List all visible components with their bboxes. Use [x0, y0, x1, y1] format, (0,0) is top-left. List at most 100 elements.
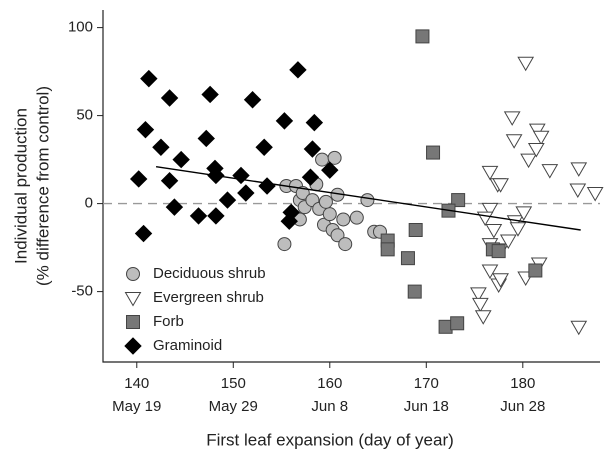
point — [586, 187, 604, 202]
point — [509, 222, 527, 237]
point — [515, 206, 533, 221]
legend-marker — [124, 337, 142, 355]
y-axis-label: Individual production — [11, 108, 30, 264]
legend-marker — [126, 315, 140, 329]
point — [426, 145, 441, 160]
point — [569, 183, 587, 199]
point — [289, 61, 307, 79]
point — [305, 113, 324, 132]
x-tick-date: Jun 8 — [311, 398, 348, 415]
legend-label: Deciduous shrub — [153, 265, 266, 282]
point — [327, 150, 342, 165]
legend-marker — [126, 267, 140, 281]
legend-label: Graminoid — [153, 337, 222, 354]
point — [470, 287, 487, 302]
point — [570, 320, 588, 336]
point — [476, 211, 494, 227]
point — [492, 178, 509, 193]
point — [491, 244, 506, 259]
legend-label: Evergreen shrub — [153, 289, 264, 306]
point — [277, 237, 292, 252]
point — [485, 224, 503, 239]
point — [201, 85, 219, 104]
point — [505, 134, 523, 149]
point — [330, 228, 345, 243]
point — [140, 69, 158, 88]
y-tick-label: 0 — [85, 195, 93, 212]
point — [160, 89, 179, 107]
point — [527, 143, 545, 158]
point — [136, 120, 155, 139]
point — [451, 193, 466, 208]
point — [172, 150, 190, 169]
point — [380, 242, 395, 257]
point — [336, 212, 351, 227]
point — [481, 264, 499, 279]
point — [197, 129, 215, 148]
point — [520, 153, 537, 169]
point — [471, 297, 489, 313]
point — [360, 193, 375, 208]
x-tick-date: Jun 28 — [500, 398, 545, 415]
point — [338, 237, 353, 252]
x-tick-label: 150 — [221, 375, 246, 392]
point — [280, 212, 298, 230]
x-tick-date: May 29 — [209, 398, 258, 415]
point — [415, 29, 430, 44]
point — [528, 123, 546, 139]
point — [189, 207, 208, 225]
point — [322, 207, 337, 222]
point — [517, 56, 535, 72]
x-tick-date: Jun 18 — [404, 398, 449, 415]
point — [232, 166, 250, 185]
x-tick-label: 160 — [317, 375, 342, 392]
trend-line — [155, 165, 581, 231]
y-axis-label: (% difference from control) — [33, 86, 52, 286]
point — [528, 263, 543, 278]
point — [152, 138, 170, 156]
legend-marker — [124, 292, 142, 307]
x-tick-label: 180 — [510, 375, 535, 392]
point — [258, 177, 276, 195]
x-tick-label: 170 — [414, 375, 439, 392]
point — [349, 210, 364, 225]
point — [315, 152, 330, 167]
point — [481, 202, 499, 218]
point — [481, 165, 499, 181]
axis-line — [102, 10, 600, 363]
point — [474, 310, 492, 325]
point — [243, 91, 262, 109]
y-tick-label: -50 — [71, 283, 93, 300]
point — [400, 251, 415, 266]
point — [301, 168, 320, 186]
point — [275, 112, 294, 130]
point — [303, 140, 322, 158]
point — [408, 223, 423, 237]
point — [134, 224, 153, 243]
point — [237, 184, 255, 202]
point — [499, 234, 517, 250]
point — [541, 164, 559, 179]
point — [255, 138, 273, 156]
x-axis-label: First leaf expansion (day of year) — [206, 430, 454, 449]
point — [503, 111, 521, 126]
point — [492, 273, 509, 288]
point — [532, 130, 550, 146]
point — [570, 162, 588, 177]
y-tick-label: 50 — [76, 107, 93, 124]
point — [207, 207, 225, 225]
point — [295, 186, 310, 201]
legend-label: Forb — [153, 313, 184, 330]
point — [218, 191, 237, 209]
x-tick-label: 140 — [124, 375, 149, 392]
point — [438, 319, 453, 334]
point — [321, 161, 339, 179]
y-tick-label: 100 — [68, 19, 93, 36]
point — [160, 172, 179, 190]
point — [407, 284, 422, 299]
point — [129, 170, 148, 188]
x-tick-date: May 19 — [112, 398, 161, 415]
point — [165, 198, 184, 216]
point — [318, 194, 333, 209]
